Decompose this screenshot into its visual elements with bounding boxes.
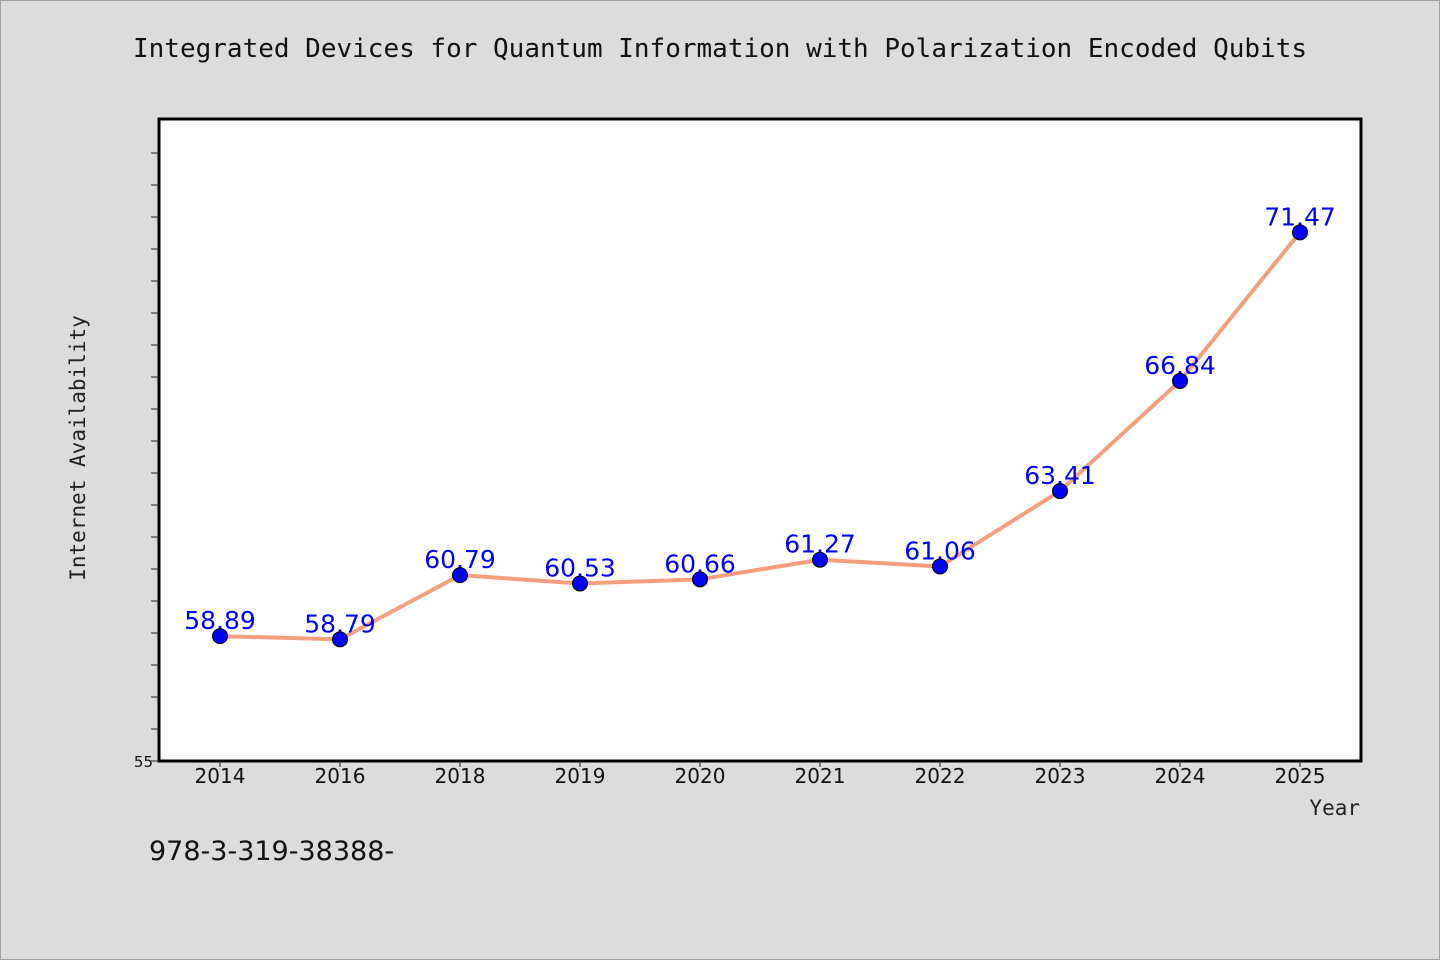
y-tick-label: 55 [134,753,153,771]
data-point [332,631,348,648]
x-tick-label: 2016 [315,764,366,788]
series-line [219,231,1302,642]
x-tick-label: 2023 [1035,764,1086,788]
data-point [1052,483,1068,500]
data-point [692,571,708,588]
data-point [812,551,828,568]
x-axis-label: Year [1309,796,1360,820]
x-tick-label: 2025 [1275,764,1326,788]
x-tick-label: 2019 [555,764,606,788]
x-tick-label: 2014 [195,764,246,788]
isbn-footnote: 978-3-319-38388- [149,836,395,867]
x-tick-label: 2018 [435,764,486,788]
chart-title: Integrated Devices for Quantum Informati… [133,34,1307,64]
x-tick-label: 2020 [675,764,726,788]
data-point [452,567,468,584]
x-tick-label: 2022 [915,764,966,788]
data-point [932,558,948,575]
data-point [572,575,588,592]
data-point [1292,224,1308,241]
plot-area [157,117,1363,763]
data-point [1172,372,1188,389]
x-tick-label: 2021 [795,764,846,788]
data-point [212,628,228,645]
x-tick-label: 2024 [1155,764,1206,788]
